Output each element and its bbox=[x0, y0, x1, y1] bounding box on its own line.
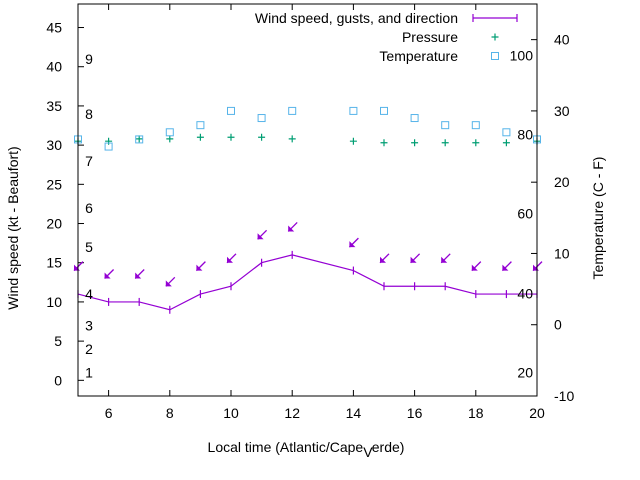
y2-axis-title: Temperature (C - F) bbox=[590, 157, 606, 280]
series-layer bbox=[73, 106, 543, 314]
x-tick-label: 16 bbox=[407, 405, 423, 421]
temperature-point bbox=[288, 106, 297, 115]
x-axis-title-part-3: erde) bbox=[372, 439, 405, 455]
y2-tick-label: 20 bbox=[554, 174, 570, 190]
wind-gust-arrowhead bbox=[227, 256, 233, 263]
fahrenheit-label: 80 bbox=[517, 126, 533, 142]
wind-gust-arrowhead bbox=[410, 256, 417, 263]
temperature-point bbox=[502, 128, 511, 137]
y-tick-label: 35 bbox=[46, 98, 62, 114]
wind-gust-arrowhead bbox=[196, 264, 203, 271]
x-tick-label: 8 bbox=[166, 405, 174, 421]
x-axis-title: Local time (Atlantic/CapeVerde) bbox=[208, 439, 405, 460]
y-tick-label: 30 bbox=[46, 137, 62, 153]
wind-gust-arrowhead bbox=[380, 256, 386, 263]
beaufort-label: 5 bbox=[85, 239, 93, 255]
y2-tick-label: 30 bbox=[554, 103, 570, 119]
wind-gust-arrowhead bbox=[257, 233, 264, 240]
y2-tick-label: 10 bbox=[554, 245, 570, 261]
plot-frame bbox=[77, 3, 538, 397]
beaufort-label: 7 bbox=[85, 153, 93, 169]
legend: Wind speed, gusts, and direction Pressure… bbox=[255, 10, 518, 64]
beaufort-label: 1 bbox=[85, 364, 93, 380]
x-tick-label: 6 bbox=[105, 405, 113, 421]
y-tick-label: 25 bbox=[46, 176, 62, 192]
fahrenheit-label: 40 bbox=[517, 285, 533, 301]
wind-gust-arrowhead bbox=[288, 225, 295, 232]
wind-gust-arrowhead bbox=[349, 241, 356, 248]
plot-border bbox=[77, 3, 538, 397]
x-axis-title-part-2: V bbox=[363, 444, 373, 460]
legend-marker-pressure bbox=[491, 33, 499, 41]
axis-labels: 6 8 10 12 14 16 18 20051015202530354045-1001020… bbox=[46, 20, 574, 421]
beaufort-label: 2 bbox=[85, 341, 93, 357]
pressure-point bbox=[288, 135, 296, 143]
temperature-point bbox=[227, 106, 235, 115]
legend-label-pressure: Pressure bbox=[402, 29, 458, 45]
x-tick-label: 14 bbox=[346, 405, 362, 421]
wind-gust-arrowhead bbox=[471, 264, 478, 271]
y-tick-label: 5 bbox=[54, 333, 62, 349]
pressure-point bbox=[258, 133, 266, 141]
pressure-point bbox=[472, 139, 480, 147]
wind-gust-arrowhead bbox=[104, 272, 111, 279]
beaufort-label: 3 bbox=[85, 317, 93, 333]
y-tick-label: 15 bbox=[46, 255, 62, 271]
y-tick-label: 10 bbox=[46, 294, 62, 310]
temperature-point bbox=[104, 142, 113, 151]
fahrenheit-label: 100 bbox=[510, 47, 534, 63]
legend-marker-temperature bbox=[491, 52, 499, 60]
pressure-point bbox=[135, 135, 143, 143]
x-tick-label: 12 bbox=[284, 405, 300, 421]
temperature-point bbox=[196, 121, 205, 130]
pressure-point bbox=[349, 137, 357, 145]
legend-label-temperature: Temperature bbox=[379, 48, 458, 64]
temperature-point bbox=[257, 114, 266, 123]
beaufort-label: 4 bbox=[85, 286, 93, 302]
y2-tick-label: 40 bbox=[554, 32, 570, 48]
x-tick-label: 20 bbox=[529, 405, 545, 421]
pressure-point bbox=[227, 133, 235, 141]
pressure-point bbox=[411, 139, 419, 147]
wind-gust-arrowhead bbox=[441, 256, 448, 263]
temperature-point bbox=[441, 121, 450, 130]
y2-tick-label: 0 bbox=[554, 317, 562, 333]
temperature-point bbox=[410, 114, 419, 123]
temperature-point bbox=[349, 106, 358, 115]
x-tick-label: 18 bbox=[468, 405, 484, 421]
y-tick-label: 45 bbox=[46, 20, 62, 36]
y-tick-label: 20 bbox=[46, 216, 62, 232]
beaufort-label: 9 bbox=[85, 51, 93, 67]
y-tick-label: 0 bbox=[54, 372, 62, 388]
y2-tick-label: -10 bbox=[554, 388, 574, 404]
x-tick-label: 10 bbox=[223, 405, 239, 421]
x-axis-title-part-1: Local time (Atlantic/Cape bbox=[208, 439, 364, 455]
y-axis-title: Wind speed (kt - Beaufort) bbox=[5, 146, 21, 309]
pressure-point bbox=[196, 133, 204, 141]
y-tick-label: 40 bbox=[46, 59, 62, 75]
pressure-point bbox=[166, 135, 174, 143]
temperature-point bbox=[165, 128, 174, 137]
temperature-point bbox=[135, 135, 144, 144]
legend-label-wind: Wind speed, gusts, and direction bbox=[255, 10, 458, 26]
temperature-point bbox=[380, 106, 388, 115]
wind-gust-arrowhead bbox=[135, 272, 142, 279]
pressure-point bbox=[441, 139, 449, 147]
wind-gust-arrowhead bbox=[502, 264, 509, 271]
beaufort-label: 6 bbox=[85, 200, 93, 216]
wind-gust-arrowhead bbox=[165, 280, 172, 287]
pressure-point bbox=[502, 139, 510, 147]
fahrenheit-label: 20 bbox=[517, 364, 533, 380]
pressure-point bbox=[380, 139, 388, 147]
fahrenheit-label: 60 bbox=[517, 206, 533, 222]
beaufort-label: 8 bbox=[85, 106, 93, 122]
temperature-point bbox=[471, 121, 480, 130]
